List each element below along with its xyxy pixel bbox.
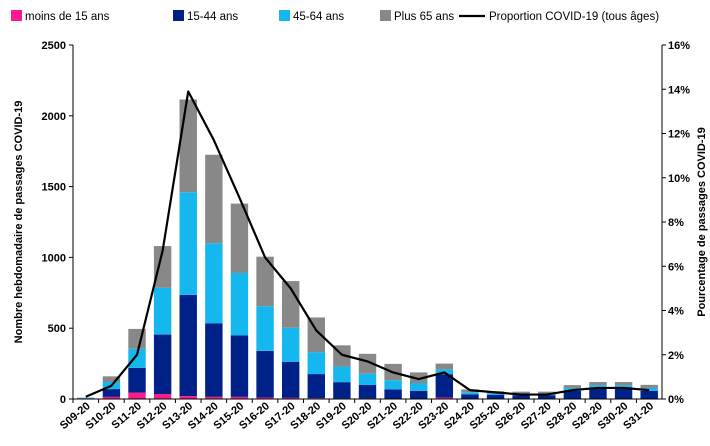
y-right-tick-label: 8% bbox=[668, 217, 684, 229]
bar-segment-2-S21-20 bbox=[384, 380, 401, 389]
bar-segment-1-S25-20 bbox=[487, 395, 504, 399]
legend-label: moins de 15 ans bbox=[25, 11, 110, 23]
bar-segment-0-S11-20 bbox=[128, 393, 145, 399]
bar-segment-2-S18-20 bbox=[308, 352, 325, 374]
bar-segment-1-S16-20 bbox=[256, 351, 273, 398]
bar-segment-3-S31-20 bbox=[640, 385, 657, 388]
bars-layer bbox=[77, 100, 658, 399]
bar-segment-2-S14-20 bbox=[205, 243, 222, 323]
bar-segment-2-S22-20 bbox=[410, 383, 427, 391]
bar-segment-2-S13-20 bbox=[180, 192, 197, 295]
y-right-tick-label: 0% bbox=[668, 394, 684, 406]
legend-swatch bbox=[173, 10, 184, 21]
legend-swatch bbox=[279, 10, 290, 21]
bar-segment-1-S20-20 bbox=[359, 385, 376, 398]
bar-segment-2-S20-20 bbox=[359, 374, 376, 385]
bar-segment-1-S29-20 bbox=[589, 389, 606, 399]
bar-segment-3-S13-20 bbox=[180, 100, 197, 193]
y-left-axis-title: Nombre hebdomadaire de passages COVID-19 bbox=[13, 101, 25, 344]
bar-segment-2-S19-20 bbox=[333, 367, 350, 383]
bar-segment-1-S14-20 bbox=[205, 323, 222, 397]
bar-segment-2-S16-20 bbox=[256, 306, 273, 351]
bar-segment-1-S18-20 bbox=[308, 374, 325, 398]
bar-segment-1-S26-20 bbox=[512, 395, 529, 399]
bar-segment-2-S24-20 bbox=[461, 392, 478, 394]
bar-segment-1-S30-20 bbox=[615, 389, 632, 399]
bar-segment-1-S10-20 bbox=[103, 389, 120, 397]
bar-segment-1-S13-20 bbox=[180, 295, 197, 396]
y-right-tick-label: 4% bbox=[668, 306, 684, 318]
bar-segment-1-S17-20 bbox=[282, 362, 299, 398]
y-left-tick-label: 0 bbox=[60, 394, 66, 406]
bar-segment-1-S27-20 bbox=[538, 395, 555, 399]
y-right-axis-title: Pourcentage de passages COVID-19 bbox=[696, 127, 708, 317]
bar-segment-1-S21-20 bbox=[384, 389, 401, 398]
bar-segment-2-S15-20 bbox=[231, 273, 248, 335]
bar-segment-1-S22-20 bbox=[410, 391, 427, 399]
y-left-tick-label: 1500 bbox=[42, 182, 66, 194]
y-right-tick-label: 12% bbox=[668, 129, 690, 141]
bar-segment-1-S31-20 bbox=[640, 391, 657, 399]
y-left-tick-label: 2000 bbox=[42, 111, 66, 123]
legend-label: 15-44 ans bbox=[187, 11, 238, 23]
legend-label: Plus 65 ans bbox=[394, 11, 454, 23]
bar-segment-3-S23-20 bbox=[436, 364, 453, 370]
bar-segment-1-S12-20 bbox=[154, 335, 171, 394]
bar-segment-3-S28-20 bbox=[564, 385, 581, 388]
y-right-tick-label: 2% bbox=[668, 350, 684, 362]
legend-swatch bbox=[380, 10, 391, 21]
bar-segment-3-S29-20 bbox=[589, 382, 606, 385]
y-right-tick-label: 16% bbox=[668, 40, 690, 52]
legend: moins de 15 ans 15-44 ans 45-64 ans Plus 65… bbox=[11, 10, 659, 23]
bar-segment-1-S11-20 bbox=[128, 368, 145, 393]
bar-segment-3-S14-20 bbox=[205, 155, 222, 244]
bar-segment-0-S12-20 bbox=[154, 394, 171, 399]
y-right-tick-label: 10% bbox=[668, 173, 690, 185]
bar-segment-1-S24-20 bbox=[461, 394, 478, 398]
legend-label: Proportion COVID-19 (tous âges) bbox=[489, 11, 659, 23]
legend-swatch bbox=[11, 10, 22, 21]
bar-segment-1-S15-20 bbox=[231, 335, 248, 397]
y-right-tick-label: 6% bbox=[668, 261, 684, 273]
legend-label: 45-64 ans bbox=[293, 11, 344, 23]
bar-segment-2-S12-20 bbox=[154, 288, 171, 335]
bar-segment-1-S19-20 bbox=[333, 382, 350, 398]
y-left-tick-label: 500 bbox=[48, 323, 66, 335]
y-left-tick-label: 2500 bbox=[42, 40, 66, 52]
bar-segment-3-S30-20 bbox=[615, 382, 632, 385]
y-left-tick-label: 1000 bbox=[42, 252, 66, 264]
y-right-tick-label: 14% bbox=[668, 84, 690, 96]
bar-segment-2-S17-20 bbox=[282, 328, 299, 362]
